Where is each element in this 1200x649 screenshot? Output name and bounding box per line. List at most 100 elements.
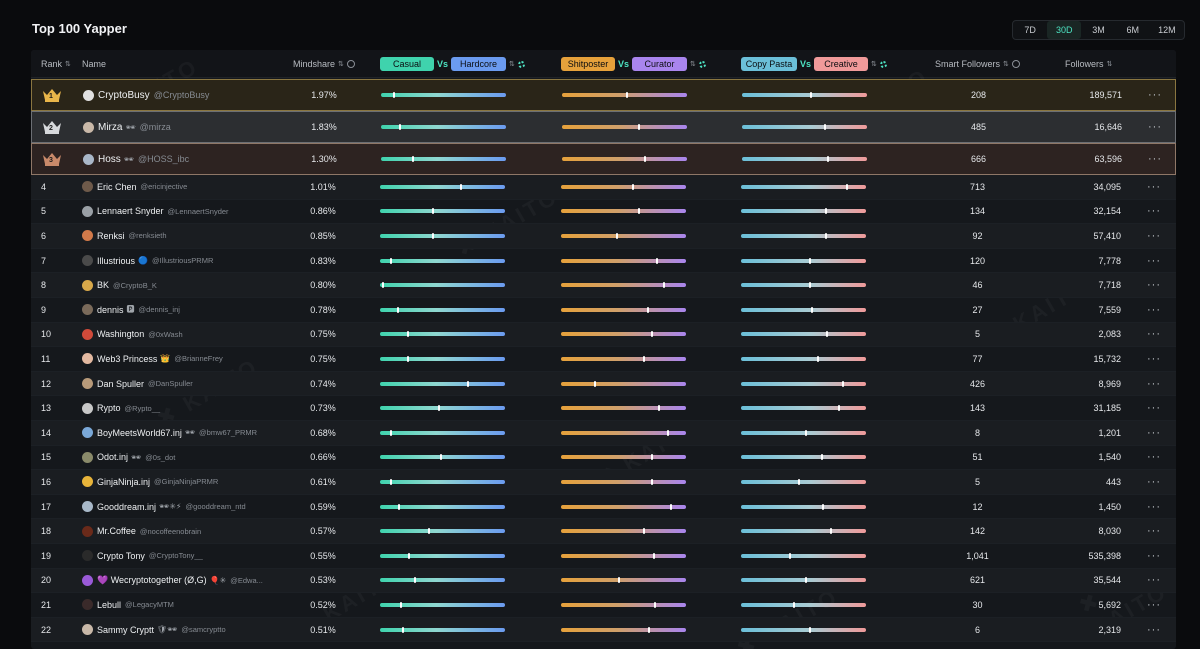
table-row[interactable]: 11 Web3 Princess 👑 @BrianneFrey 0.75% 77 15,73… xyxy=(31,347,1176,372)
table-row[interactable]: 9 dennis 🅿 @dennis_inj 0.78% 27 7,559 ··· xyxy=(31,298,1176,323)
more-options-icon[interactable]: ··· xyxy=(1147,205,1161,218)
period-tab-6m[interactable]: 6M xyxy=(1126,25,1139,35)
name-cell[interactable]: Mirza 🕶 @mirza xyxy=(83,112,171,142)
avatar xyxy=(82,181,93,193)
table-row[interactable]: 2 Mirza 🕶 @mirza 1.83% 485 16,646 ··· xyxy=(31,111,1176,143)
copypasta-creative-header[interactable]: Copy Pasta Vs Creative ⇅ xyxy=(741,50,887,78)
more-options-icon[interactable]: ··· xyxy=(1148,153,1162,165)
mindshare-header[interactable]: Mindshare ⇅ xyxy=(293,50,355,78)
name-cell[interactable]: CryptoBusy @CryptoBusy xyxy=(83,80,209,110)
more-options-icon[interactable]: ··· xyxy=(1147,352,1161,365)
avatar xyxy=(82,205,93,217)
more-options-icon[interactable]: ··· xyxy=(1147,500,1161,513)
smart-followers-value: 8 xyxy=(974,427,980,438)
name-cell[interactable]: Lebull @LegacyMTM xyxy=(82,593,174,617)
more-options-icon[interactable]: ··· xyxy=(1147,549,1161,562)
more-options-icon[interactable]: ··· xyxy=(1147,229,1161,242)
table-row[interactable]: 19 Crypto Tony @CryptoTony__ 0.55% 1,041 535,… xyxy=(31,544,1176,569)
name-cell[interactable]: Rypto @Rypto__ xyxy=(82,396,160,420)
table-row[interactable]: 3 Hoss 🕶 @HOSS_ibc 1.30% 666 63,596 ··· xyxy=(31,143,1176,175)
bar-marker xyxy=(411,156,414,162)
table-row[interactable]: 13 Rypto @Rypto__ 0.73% 143 31,185 ··· xyxy=(31,396,1176,421)
name-cell[interactable]: Eric Chen @ericinjective xyxy=(82,175,187,199)
more-options-icon[interactable]: ··· xyxy=(1147,279,1161,292)
name-cell[interactable]: GinjaNinja.inj @GinjaNinjaPRMR xyxy=(82,470,218,494)
table-row[interactable]: 15 Odot.inj 🕶 @0s_dot 0.66% 51 1,540 ··· xyxy=(31,446,1176,471)
followers-header[interactable]: Followers ⇅ xyxy=(1065,50,1112,78)
table-row[interactable]: 21 Lebull @LegacyMTM 0.52% 30 5,692 ··· xyxy=(31,593,1176,618)
info-icon[interactable] xyxy=(1011,60,1020,68)
name-cell[interactable]: Gooddream.inj 🕶✳⚡ @gooddream_ntd xyxy=(82,495,246,519)
name-cell[interactable]: Renksi @renksieth xyxy=(82,224,167,248)
rank-header[interactable]: Rank ⇅ xyxy=(41,50,71,78)
more-options-icon[interactable]: ··· xyxy=(1147,402,1161,415)
user-handle: @DanSpuller xyxy=(148,379,193,389)
mindshare-value: 0.66% xyxy=(310,452,336,463)
more-options-icon[interactable]: ··· xyxy=(1147,254,1161,267)
more-options-icon[interactable]: ··· xyxy=(1147,451,1161,464)
table-row[interactable]: 12 Dan Spuller @DanSpuller 0.74% 426 8,969 ··· xyxy=(31,371,1176,397)
info-icon[interactable] xyxy=(346,60,355,68)
casual-hardcore-bar xyxy=(380,503,505,510)
casual-hardcore-bar xyxy=(380,355,505,362)
shitposter-curator-bar xyxy=(561,478,686,485)
bar-marker xyxy=(459,183,462,190)
name-cell[interactable]: Odot.inj 🕶 @0s_dot xyxy=(82,446,175,470)
shitposter-curator-header[interactable]: Shitposter Vs Curator ⇅ xyxy=(561,50,706,78)
name-cell[interactable]: Web3 Princess 👑 @BrianneFrey xyxy=(82,347,223,371)
followers-value: 35,544 xyxy=(1093,575,1121,586)
table-row[interactable]: 10 Washington @0xWash 0.75% 5 2,083 ··· xyxy=(31,322,1176,348)
table-row[interactable]: 22 Sammy Cryptt 🛡🕶 @samcryptto 0.51% 6 2,319 ··… xyxy=(31,617,1176,643)
more-options-icon[interactable]: ··· xyxy=(1147,623,1161,636)
more-options-icon[interactable]: ··· xyxy=(1147,303,1161,316)
table-row[interactable]: 18 Mr.Coffee @nocoffeenobrain 0.57% 142 8,030… xyxy=(31,519,1176,544)
name-cell[interactable]: Mr.Coffee @nocoffeenobrain xyxy=(82,519,201,543)
sort-icon: ⇅ xyxy=(871,61,877,68)
name-cell[interactable]: dennis 🅿 @dennis_inj xyxy=(82,298,180,322)
table-row[interactable]: 16 GinjaNinja.inj @GinjaNinjaPRMR 0.61% 5 443… xyxy=(31,470,1176,495)
table-row[interactable]: 6 Renksi @renksieth 0.85% 92 57,410 ··· xyxy=(31,224,1176,249)
name-cell[interactable]: Washington @0xWash xyxy=(82,323,183,347)
table-row[interactable]: 7 Illustrious 🔵 @IllustriousPRMR 0.83% 120 7,7… xyxy=(31,249,1176,274)
more-options-icon[interactable]: ··· xyxy=(1147,475,1161,488)
gear-icon[interactable] xyxy=(879,60,887,68)
table-row[interactable]: 14 BoyMeetsWorld67.inj 🕶 @bmw67_PRMR 0.68% 8 1… xyxy=(31,421,1176,446)
name-cell[interactable]: BK @CryptoB_K xyxy=(82,273,157,297)
name-cell[interactable]: Crypto Tony @CryptoTony__ xyxy=(82,544,203,568)
more-options-icon[interactable]: ··· xyxy=(1147,525,1161,538)
name-cell[interactable]: Dan Spuller @DanSpuller xyxy=(82,372,193,396)
more-options-icon[interactable]: ··· xyxy=(1147,377,1161,390)
table-row[interactable]: 8 BK @CryptoB_K 0.80% 46 7,718 ··· xyxy=(31,273,1176,298)
table-row[interactable]: 17 Gooddream.inj 🕶✳⚡ @gooddream_ntd 0.59% 12 1… xyxy=(31,495,1176,520)
name-cell[interactable]: Illustrious 🔵 @IllustriousPRMR xyxy=(82,249,213,273)
table-row[interactable]: 1 CryptoBusy @CryptoBusy 1.97% 208 189,571 ··· xyxy=(31,79,1176,111)
name-cell[interactable]: Sammy Cryptt 🛡🕶 @samcryptto xyxy=(82,618,226,642)
more-options-icon[interactable]: ··· xyxy=(1147,574,1161,587)
gear-icon[interactable] xyxy=(517,60,525,68)
name-cell[interactable]: Hoss 🕶 @HOSS_ibc xyxy=(83,144,189,174)
table-row[interactable]: 5 Lennaert Snyder @LennaertSnyder 0.86% 134 3… xyxy=(31,200,1176,225)
gear-icon[interactable] xyxy=(698,60,706,68)
name-cell[interactable]: 💜 Wecryptotogether (Ø,G) 🎈✳ @Edwa... xyxy=(82,569,263,593)
casual-hardcore-header[interactable]: Casual Vs Hardcore ⇅ xyxy=(380,50,525,78)
table-row[interactable]: 20 💜 Wecryptotogether (Ø,G) 🎈✳ @Edwa... 0.53… xyxy=(31,568,1176,594)
period-tab-7d[interactable]: 7D xyxy=(1024,25,1036,35)
more-options-icon[interactable]: ··· xyxy=(1148,89,1162,101)
smart-followers-header[interactable]: Smart Followers ⇅ xyxy=(935,50,1020,78)
period-selector: 7D 30D 3M 6M 12M xyxy=(1012,20,1185,40)
period-tab-30d[interactable]: 30D xyxy=(1047,21,1082,39)
more-options-icon[interactable]: ··· xyxy=(1148,121,1162,133)
more-options-icon[interactable]: ··· xyxy=(1147,598,1161,611)
casual-hardcore-bar xyxy=(380,478,505,485)
more-options-icon[interactable]: ··· xyxy=(1147,426,1161,439)
period-tab-12m[interactable]: 12M xyxy=(1158,25,1176,35)
badge-icon: 🕶 xyxy=(131,452,142,462)
followers-value: 443 xyxy=(1105,476,1121,487)
more-options-icon[interactable]: ··· xyxy=(1147,328,1161,341)
name-cell[interactable]: Lennaert Snyder @LennaertSnyder xyxy=(82,200,229,224)
more-options-icon[interactable]: ··· xyxy=(1147,180,1161,193)
table-row[interactable]: 4 Eric Chen @ericinjective 1.01% 713 34,095 ··… xyxy=(31,175,1176,200)
period-tab-3m[interactable]: 3M xyxy=(1092,25,1105,35)
casual-hardcore-bar xyxy=(380,183,505,190)
name-cell[interactable]: BoyMeetsWorld67.inj 🕶 @bmw67_PRMR xyxy=(82,421,257,445)
